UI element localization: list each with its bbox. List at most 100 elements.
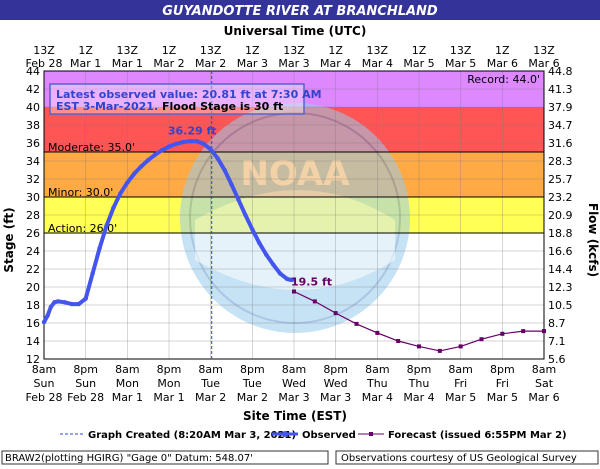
observed-point	[83, 296, 88, 301]
observed-point	[290, 277, 295, 282]
est-tick-day: Wed	[324, 377, 348, 390]
est-tick-date: Mar 6	[528, 391, 559, 404]
observed-point	[250, 227, 255, 232]
est-tick-date: Mar 5	[487, 391, 518, 404]
est-tick-time: 8am	[448, 363, 472, 376]
est-tick-time: 8pm	[73, 363, 98, 376]
observed-point	[62, 300, 68, 305]
y-tick-label: 18	[26, 299, 40, 312]
observed-point	[166, 144, 172, 149]
y2-tick-label: 14.4	[548, 263, 573, 276]
legend-observed: Observed	[302, 430, 356, 441]
observed-point	[284, 276, 290, 282]
est-tick-date: Mar 3	[320, 391, 351, 404]
latest-value-line1: Latest observed value: 20.81 ft at 7:30 …	[56, 88, 322, 101]
est-tick-date: Feb 28	[26, 391, 63, 404]
footer-courtesy: Observations courtesy of US Geological S…	[341, 453, 577, 464]
utc-tick-date: Mar 2	[153, 57, 184, 70]
est-tick-time: 8am	[198, 363, 222, 376]
y2-tick-label: 34.7	[548, 119, 573, 132]
band-label-2: Moderate: 35.0'	[48, 141, 135, 154]
y2-tick-label: 23.2	[548, 191, 573, 204]
footer-datum: BRAW2(plotting HGIRG) "Gage 0" Datum: 54…	[5, 453, 253, 464]
band-label-0: Record: 44.0'	[467, 73, 540, 86]
forecast-point	[417, 344, 421, 349]
est-tick-time: 8pm	[157, 363, 182, 376]
est-tick-day: Tue	[200, 377, 220, 390]
utc-tick-date: Mar 6	[528, 57, 559, 70]
utc-tick-time: 1Z	[78, 44, 93, 57]
y-tick-label: 12	[26, 353, 40, 366]
observed-point	[277, 271, 283, 276]
y-tick-label: 42	[26, 83, 40, 96]
utc-tick-date: Mar 3	[237, 57, 268, 70]
est-tick-time: 8pm	[490, 363, 515, 376]
observed-point	[132, 171, 137, 176]
peak-label: 36.29 ft	[168, 124, 217, 137]
utc-tick-time: 1Z	[245, 44, 260, 57]
utc-tick-date: Mar 5	[445, 57, 476, 70]
utc-tick-date: Mar 4	[362, 57, 393, 70]
est-tick-date: Mar 2	[195, 391, 226, 404]
y-tick-label: 44	[26, 65, 40, 78]
y2-tick-label: 12.3	[548, 281, 573, 294]
observed-point	[208, 147, 213, 152]
est-tick-date: Mar 2	[237, 391, 268, 404]
series-layer: 36.29 ft 19.5 ft	[41, 71, 546, 359]
est-tick-day: Sun	[75, 377, 96, 390]
est-tick-day: Mon	[116, 377, 139, 390]
utc-tick-date: Mar 4	[320, 57, 351, 70]
observed-point	[55, 299, 61, 304]
observed-point	[159, 148, 165, 153]
observed-point	[145, 157, 151, 163]
y2-tick-label: 25.7	[548, 173, 573, 186]
utc-tick-date: Feb 28	[26, 57, 63, 70]
est-tick-day: Thu	[408, 377, 430, 390]
observed-point	[125, 180, 130, 185]
forecast-point	[458, 344, 463, 349]
est-tick-date: Mar 3	[278, 391, 309, 404]
y-tick-label: 28	[26, 209, 40, 222]
est-tick-day: Tue	[242, 377, 262, 390]
flood-stage-text: Flood Stage is 30 ft	[158, 100, 283, 113]
forecast-start-label: 19.5 ft	[291, 276, 332, 289]
band-labels: Record: 44.0' Moderate: 35.0' Minor: 30.0'…	[44, 73, 544, 235]
est-tick-date: Feb 28	[67, 391, 104, 404]
est-tick-date: Mar 4	[403, 391, 434, 404]
forecast-point	[479, 337, 484, 342]
legend-forecast: Forecast (issued 6:55PM Mar 2)	[388, 430, 567, 441]
observed-point	[222, 167, 227, 173]
y-tick-label: 34	[26, 155, 40, 168]
est-tick-day: Fri	[496, 377, 509, 390]
est-tick-day: Sat	[535, 377, 554, 390]
observed-point	[243, 212, 248, 218]
chart-title: GUYANDOTTE RIVER AT BRANCHLAND	[162, 4, 438, 19]
observed-point	[48, 304, 54, 309]
latest-value-box: Latest observed value: 20.81 ft at 7:30 …	[49, 83, 322, 115]
observed-line	[42, 139, 295, 325]
forecast-point	[521, 329, 526, 334]
est-tick-date: Mar 4	[362, 391, 393, 404]
y2-axis-title: Flow (kcfs)	[586, 203, 600, 277]
y2-tick-label: 7.1	[548, 335, 566, 348]
y-tick-label: 20	[26, 281, 40, 294]
est-tick-time: 8pm	[323, 363, 348, 376]
est-tick-date: Mar 5	[445, 391, 476, 404]
y-tick-label: 36	[26, 137, 40, 150]
plot-frame	[43, 70, 545, 360]
y-tick-label: 22	[26, 263, 40, 276]
est-tick-time: 8am	[32, 363, 56, 376]
legend-dot-forecast	[369, 432, 373, 436]
y2-tick-label: 18.8	[548, 227, 573, 240]
est-tick-time: 8am	[115, 363, 139, 376]
observed-point	[187, 139, 193, 144]
forecast-point	[292, 289, 296, 294]
observed-point	[180, 139, 186, 145]
utc-tick-time: 1Z	[162, 44, 177, 57]
est-tick-day: Mon	[157, 377, 180, 390]
utc-tick-time: 13Z	[117, 44, 139, 57]
est-tick-day: Wed	[282, 377, 306, 390]
utc-tick-date: Mar 6	[487, 57, 518, 70]
observed-point	[45, 313, 50, 318]
